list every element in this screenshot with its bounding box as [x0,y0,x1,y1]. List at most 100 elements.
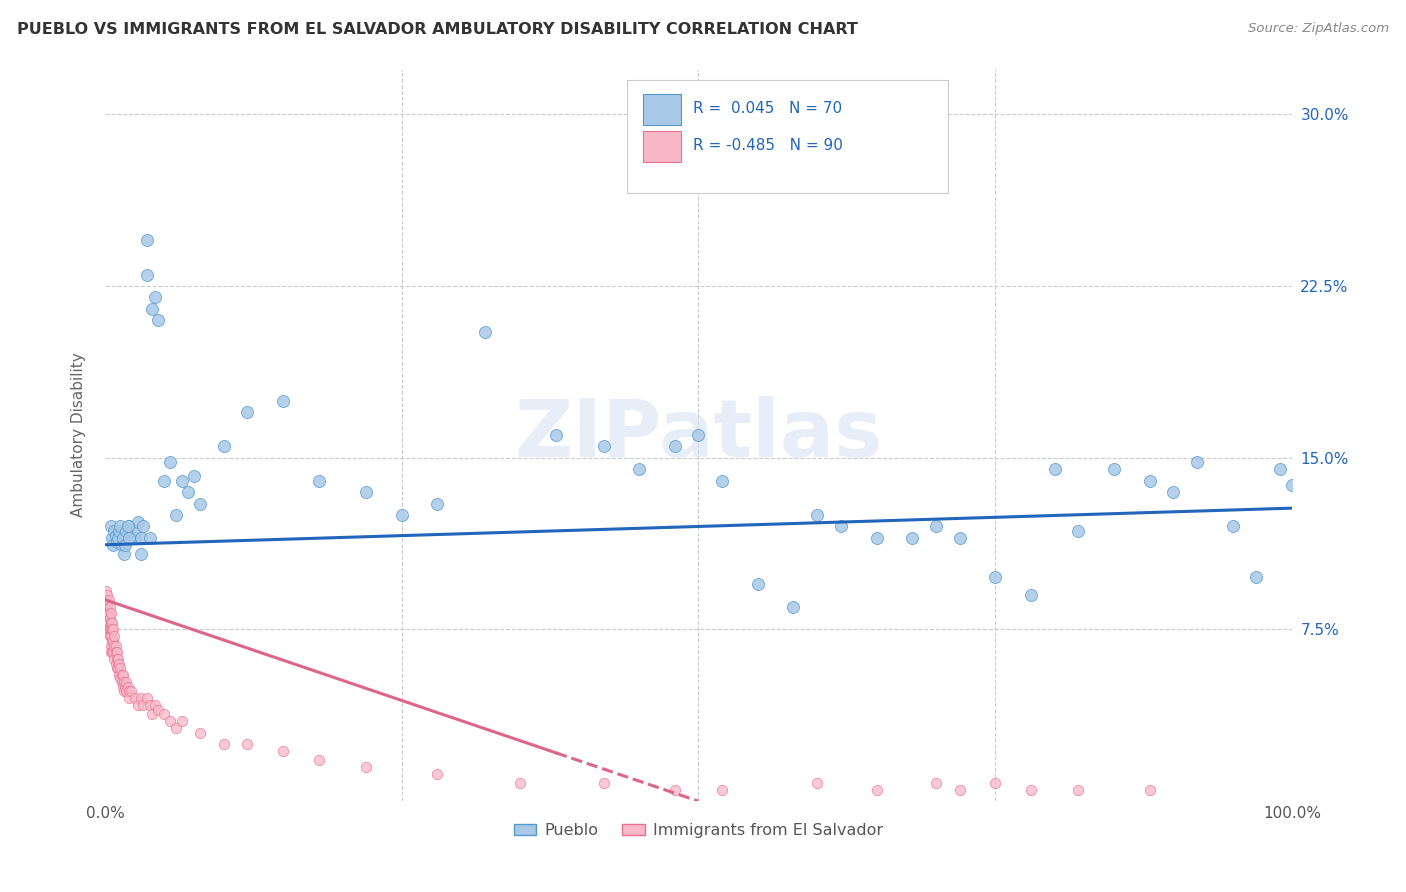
Point [1043,462,1066,476]
Point [97,607,120,621]
Text: PUEBLO VS IMMIGRANTS FROM EL SALVADOR AMBULATORY DISABILITY CORRELATION CHART: PUEBLO VS IMMIGRANTS FROM EL SALVADOR AM… [17,22,858,37]
Point [1019,782,1042,797]
Point [103,652,125,666]
Point [96,615,118,630]
Point [112,684,135,698]
Point [97,615,120,630]
Point [120,684,142,698]
Point [107,531,129,545]
Point [105,645,128,659]
Point [132,519,155,533]
Point [1161,485,1184,500]
Point [664,439,686,453]
Point [115,524,138,538]
Point [101,634,124,648]
Point [110,661,132,675]
Point [107,652,129,666]
Point [118,531,141,545]
Point [117,519,139,533]
Point [100,639,122,653]
Point [100,623,122,637]
Point [110,675,132,690]
Point [98,623,121,637]
Point [97,592,120,607]
Point [1246,570,1268,584]
Point [153,707,176,722]
Point [141,707,163,722]
Point [117,680,139,694]
Point [98,611,121,625]
Point [426,766,449,780]
Point [105,652,128,666]
Point [96,623,118,637]
Text: Source: ZipAtlas.com: Source: ZipAtlas.com [1249,22,1389,36]
Point [1281,478,1303,492]
Point [111,531,134,545]
Point [96,607,118,621]
Point [806,776,828,790]
Point [124,524,146,538]
Point [544,428,567,442]
Point [1185,455,1208,469]
Point [141,301,163,316]
Point [101,531,124,545]
Point [308,474,330,488]
Point [901,531,924,545]
Point [172,474,194,488]
Point [1019,588,1042,602]
Point [96,592,118,607]
Point [143,291,166,305]
Point [354,485,377,500]
Point [271,744,294,758]
Legend: Pueblo, Immigrants from El Salvador: Pueblo, Immigrants from El Salvador [508,817,889,845]
Point [236,737,259,751]
Point [271,393,294,408]
Point [100,615,122,630]
Point [474,325,496,339]
Point [104,528,127,542]
Point [628,462,651,476]
Point [115,675,138,690]
Point [101,645,124,659]
Point [148,313,170,327]
Point [114,680,136,694]
Point [1139,782,1161,797]
Point [100,607,122,621]
Point [114,538,136,552]
FancyBboxPatch shape [627,79,948,193]
Point [103,623,125,637]
Point [103,538,125,552]
Point [101,623,124,637]
Point [391,508,413,522]
Point [110,519,132,533]
Point [118,691,141,706]
Point [96,607,118,621]
Point [108,524,131,538]
Point [110,668,132,682]
Point [111,680,134,694]
Point [664,782,686,797]
Point [426,497,449,511]
Point [97,623,120,637]
Y-axis label: Ambulatory Disability: Ambulatory Disability [72,352,86,517]
Point [925,519,948,533]
Point [711,474,734,488]
Point [129,691,152,706]
Point [806,508,828,522]
Point [124,531,146,545]
Point [188,497,211,511]
Point [212,737,235,751]
Point [1102,462,1125,476]
Point [747,576,769,591]
Point [100,629,122,643]
Point [212,439,235,453]
Text: ZIPatlas: ZIPatlas [515,396,883,474]
Point [177,485,200,500]
Point [108,657,131,671]
Point [100,519,122,533]
Point [925,776,948,790]
Point [103,524,125,538]
Point [104,657,127,671]
Point [1268,462,1291,476]
Point [139,531,162,545]
